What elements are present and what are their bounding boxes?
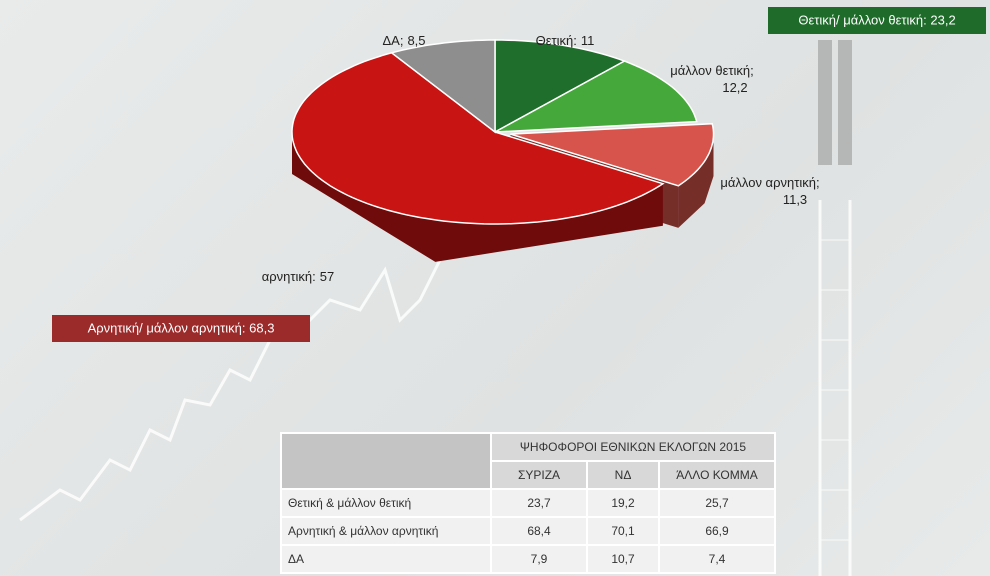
label-category: αρνητική: (262, 269, 316, 284)
corner-cell (280, 432, 492, 490)
callout-text: Αρνητική/ μάλλον αρνητική: 68,3 (88, 320, 275, 335)
slice (291, 51, 665, 225)
cell: 10,7 (586, 544, 660, 574)
slice (494, 60, 698, 133)
row-label: Θετική & μάλλον θετική (280, 488, 492, 518)
pie: Θετική: 11 μάλλον θετική; 12,2 μάλλον αρνητι… (262, 33, 820, 284)
cell: 23,7 (490, 488, 588, 518)
column-header: ΣΥΡΙΖΑ (490, 460, 588, 490)
label-value: 57 (320, 269, 334, 284)
cell: 7,9 (490, 544, 588, 574)
label-category: Θετική: (536, 33, 577, 48)
table-row: ΔΑ 7,9 10,7 7,4 (280, 544, 776, 574)
slice (510, 122, 715, 187)
figure (818, 40, 852, 165)
cell: 19,2 (586, 488, 660, 518)
slice-side (678, 134, 714, 228)
callout-text: Θετική/ μάλλον θετική: 23,2 (798, 12, 955, 27)
data-label: ΔΑ; 8,5 (382, 33, 425, 48)
column-header: ΆΛΛΟ ΚΟΜΜΑ (658, 460, 776, 490)
label-value: 11,3 (783, 192, 807, 207)
data-label: μάλλον θετική; 12,2 (670, 63, 754, 95)
label-category: μάλλον θετική; (670, 63, 754, 78)
data-table: ΨΗΦΟΦΟΡΟΙ ΕΘΝΙΚΩΝ ΕΚΛΟΓΩΝ 2015 ΣΥΡΙΖΑ ΝΔ… (280, 432, 776, 574)
cell: 70,1 (586, 516, 660, 546)
background-art (19, 200, 852, 576)
label-value: 8,5 (407, 33, 425, 48)
data-label: αρνητική: 57 (262, 269, 334, 284)
row-label: Αρνητική & μάλλον αρνητική (280, 516, 492, 546)
positive-callout: Θετική/ μάλλον θετική: 23,2 (768, 7, 986, 34)
slice (390, 39, 496, 134)
data-label: Θετική: 11 (536, 33, 595, 48)
callout-box (768, 7, 986, 34)
label-category: ΔΑ; (382, 33, 403, 48)
table-title: ΨΗΦΟΦΟΡΟΙ ΕΘΝΙΚΩΝ ΕΚΛΟΓΩΝ 2015 (490, 432, 776, 462)
label-value: 12,2 (722, 80, 747, 95)
column-header: ΝΔ (586, 460, 660, 490)
negative-callout: Αρνητική/ μάλλον αρνητική: 68,3 (52, 315, 310, 342)
label-value: 11 (581, 33, 595, 48)
slice (494, 39, 627, 134)
table-row: Αρνητική & μάλλον αρνητική 68,4 70,1 66,9 (280, 516, 776, 546)
callout-box (52, 315, 310, 342)
cell: 68,4 (490, 516, 588, 546)
table-row: Θετική & μάλλον θετική 23,7 19,2 25,7 (280, 488, 776, 518)
row-label: ΔΑ (280, 544, 492, 574)
cell: 25,7 (658, 488, 776, 518)
data-label: μάλλον αρνητική; 11,3 (720, 175, 819, 207)
slice-side (292, 132, 663, 262)
label-category: μάλλον αρνητική; (720, 175, 819, 190)
cell: 66,9 (658, 516, 776, 546)
cell: 7,4 (658, 544, 776, 574)
